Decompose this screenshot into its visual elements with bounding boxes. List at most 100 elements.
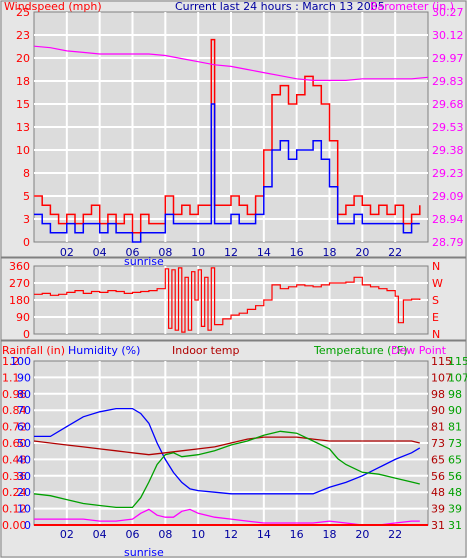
rain-tick-label: 0.60 xyxy=(2,437,27,450)
humidity-tick-label: 60 xyxy=(17,421,31,434)
rain-tick-label: 0.72 xyxy=(2,421,27,434)
x-tick-label: 06 xyxy=(126,246,140,259)
x-tick-label: 18 xyxy=(323,246,337,259)
series-line xyxy=(34,508,420,526)
y-right-tick-label: 29.97 xyxy=(432,52,464,65)
temp-tick-label: 56 xyxy=(448,470,462,483)
rain-tick-label: 1.2 xyxy=(2,355,20,368)
y-tick-label: 5 xyxy=(23,190,30,203)
indoor-tick-label: 115 xyxy=(431,355,452,368)
rainfall-header: Rainfall (in) xyxy=(2,344,65,357)
x-tick-label: 10 xyxy=(191,246,205,259)
indoor-tick-label: 107 xyxy=(431,371,452,384)
y-tick-label: 3 xyxy=(23,213,30,226)
y-tick-label: 18 xyxy=(16,75,30,88)
x-tick-label: 08 xyxy=(158,528,172,541)
temp-tick-label: 90 xyxy=(448,404,462,417)
temp-tick-label: 115 xyxy=(448,355,467,368)
humidity-tick-label: 90 xyxy=(17,371,31,384)
indoor-tick-label: 90 xyxy=(431,404,445,417)
x-tick-label: 08 xyxy=(158,246,172,259)
humidity-tick-label: 40 xyxy=(17,453,31,466)
indoor-tick-label: 31 xyxy=(431,519,445,532)
sunrise-label-bottom: sunrise xyxy=(124,546,164,558)
rain-tick-label: 0.12 xyxy=(2,503,27,516)
y-right-tick-label: 30.27 xyxy=(432,6,464,19)
y-tick-label: 23 xyxy=(16,29,30,42)
y-tick-label: 25 xyxy=(16,6,30,19)
y-tick-label: 270 xyxy=(9,277,30,290)
x-tick-label: 22 xyxy=(388,528,402,541)
indoor-tick-label: 98 xyxy=(431,388,445,401)
y-right-tick-label: E xyxy=(432,311,439,324)
y-tick-label: 360 xyxy=(9,260,30,273)
x-tick-label: 14 xyxy=(257,528,271,541)
series-line xyxy=(33,430,420,509)
y-tick-label: 90 xyxy=(16,311,30,324)
rain-tick-label: 1.1 xyxy=(2,371,20,384)
series-line xyxy=(34,38,421,234)
y-tick-label: 0 xyxy=(23,328,30,341)
rain-tick-label: 0.24 xyxy=(2,486,27,499)
series-line xyxy=(34,103,420,243)
y-right-tick-label: 29.83 xyxy=(432,75,464,88)
temp-tick-label: 107 xyxy=(448,371,467,384)
humidity-tick-label: 100 xyxy=(10,355,31,368)
humidity-tick-label: 30 xyxy=(17,470,31,483)
x-tick-label: 20 xyxy=(355,528,369,541)
rain-tick-label: 0.36 xyxy=(2,470,27,483)
rain-tick-label: 0.96 xyxy=(2,388,27,401)
y-tick-label: 20 xyxy=(16,52,30,65)
humidity-tick-label: 50 xyxy=(17,437,31,450)
indoor-tick-label: 73 xyxy=(431,437,445,450)
x-tick-label: 20 xyxy=(355,246,369,259)
temp-tick-label: 48 xyxy=(448,486,462,499)
y-right-tick-label: 28.94 xyxy=(432,213,464,226)
x-tick-label: 14 xyxy=(257,246,271,259)
humidity-tick-label: 80 xyxy=(17,388,31,401)
y-tick-label: 180 xyxy=(9,294,30,307)
y-right-tick-label: 29.53 xyxy=(432,121,464,134)
y-tick-label: 15 xyxy=(16,98,30,111)
y-right-tick-label: W xyxy=(432,277,443,290)
y-tick-label: 8 xyxy=(23,167,30,180)
x-tick-label: 22 xyxy=(388,246,402,259)
series-line xyxy=(34,407,421,495)
y-right-tick-label: 29.23 xyxy=(432,167,464,180)
y-right-tick-label: 29.38 xyxy=(432,144,464,157)
temp-tick-label: 81 xyxy=(448,421,462,434)
series-line xyxy=(34,267,421,333)
humidity-tick-label: 10 xyxy=(17,503,31,516)
temp-tick-label: 39 xyxy=(448,503,462,516)
indoor-tick-label: 81 xyxy=(431,421,445,434)
temperature-header: Temperature (°F) xyxy=(313,344,408,357)
y-right-tick-label: 29.68 xyxy=(432,98,464,111)
x-tick-label: 12 xyxy=(224,246,238,259)
y-tick-label: 0 xyxy=(23,236,30,249)
temp-tick-label: 98 xyxy=(448,388,462,401)
x-tick-label: 04 xyxy=(93,528,107,541)
series-line xyxy=(33,436,420,456)
indoor-tick-label: 65 xyxy=(431,453,445,466)
x-tick-label: 02 xyxy=(60,528,74,541)
x-tick-label: 10 xyxy=(191,528,205,541)
y-right-tick-label: N xyxy=(432,260,440,273)
humidity-tick-label: 0 xyxy=(24,519,31,532)
temp-tick-label: 73 xyxy=(448,437,462,450)
rain-tick-label: 0.00 xyxy=(2,519,27,532)
x-tick-label: 06 xyxy=(126,528,140,541)
indoor-temp-header: Indoor temp xyxy=(172,344,239,357)
y-tick-label: 13 xyxy=(16,121,30,134)
temp-tick-label: 65 xyxy=(448,453,462,466)
indoor-tick-label: 39 xyxy=(431,503,445,516)
indoor-tick-label: 48 xyxy=(431,486,445,499)
dewpoint-header: Dew Point xyxy=(391,344,447,357)
y-right-tick-label: S xyxy=(432,294,439,307)
y-tick-label: 10 xyxy=(16,144,30,157)
x-tick-label: 04 xyxy=(93,246,107,259)
sunrise-label-top: sunrise xyxy=(124,255,164,268)
x-tick-label: 12 xyxy=(224,528,238,541)
humidity-header: Humidity (%) xyxy=(68,344,140,357)
series-line xyxy=(33,45,429,82)
